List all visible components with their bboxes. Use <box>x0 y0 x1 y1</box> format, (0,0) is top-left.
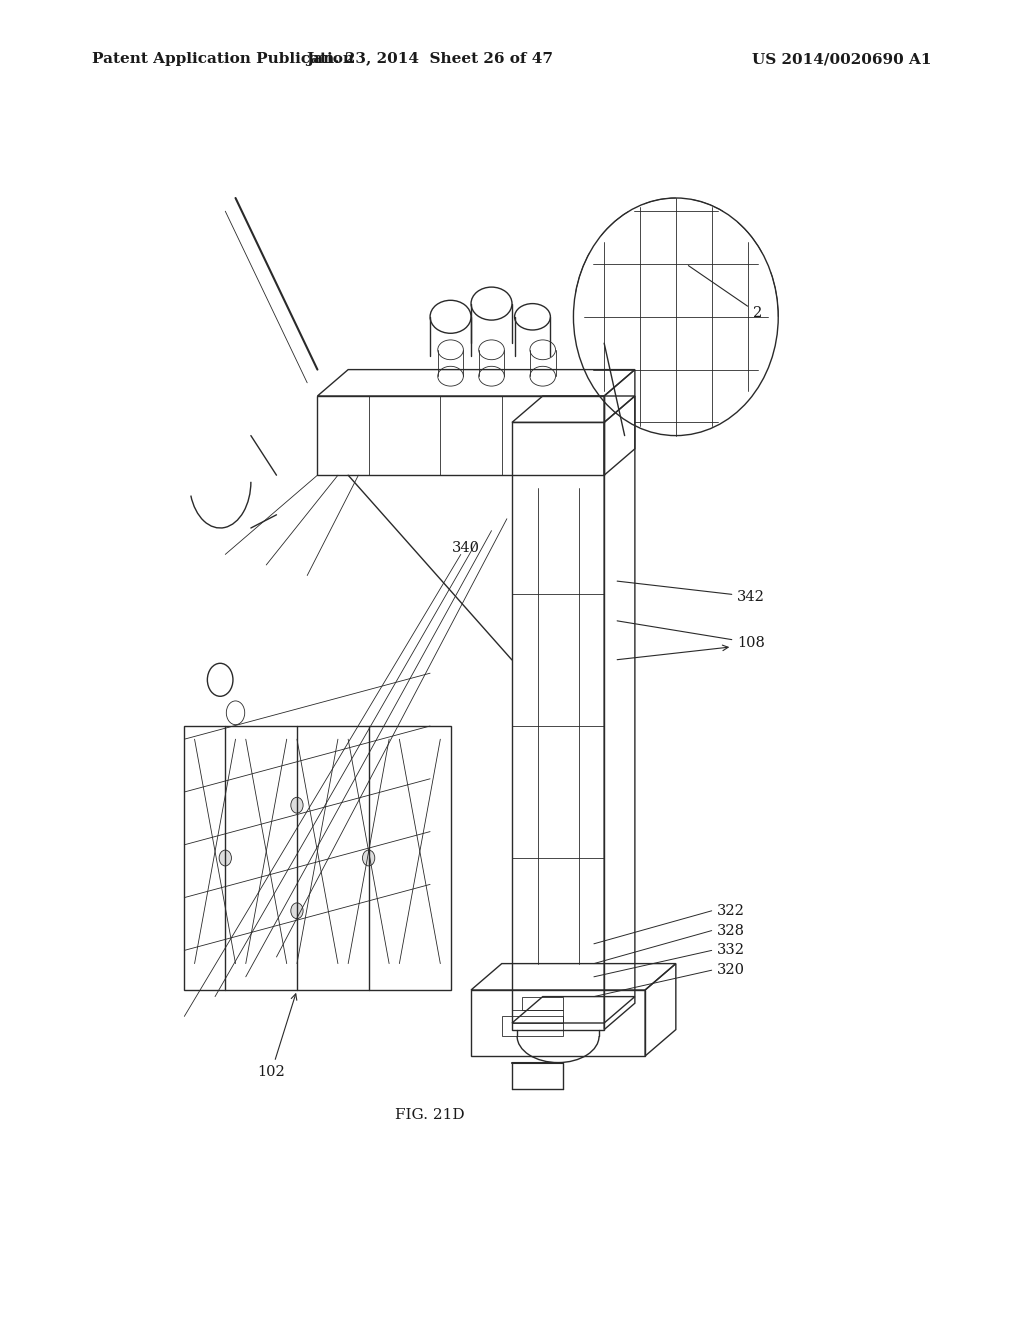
Text: Jan. 23, 2014  Sheet 26 of 47: Jan. 23, 2014 Sheet 26 of 47 <box>306 53 554 66</box>
Bar <box>512 422 604 1030</box>
Bar <box>522 997 563 1010</box>
Text: 340: 340 <box>452 541 480 554</box>
Text: 102: 102 <box>257 994 297 1078</box>
Text: FIG. 21D: FIG. 21D <box>395 1109 465 1122</box>
Bar <box>502 1016 563 1036</box>
Bar <box>317 396 604 475</box>
Bar <box>471 990 645 1056</box>
Text: 332: 332 <box>717 944 744 957</box>
Text: 322: 322 <box>717 904 744 917</box>
Text: 342: 342 <box>617 581 765 603</box>
Text: US 2014/0020690 A1: US 2014/0020690 A1 <box>753 53 932 66</box>
Ellipse shape <box>291 903 303 919</box>
Text: 108: 108 <box>617 620 765 649</box>
Ellipse shape <box>291 797 303 813</box>
Ellipse shape <box>219 850 231 866</box>
Text: Patent Application Publication: Patent Application Publication <box>92 53 354 66</box>
Text: 328: 328 <box>717 924 744 937</box>
Ellipse shape <box>362 850 375 866</box>
Text: 2: 2 <box>688 265 762 319</box>
Bar <box>184 726 451 990</box>
Text: 320: 320 <box>717 964 744 977</box>
Bar <box>512 1010 563 1023</box>
